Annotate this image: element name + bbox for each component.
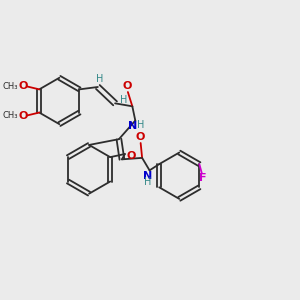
Text: H: H bbox=[144, 177, 152, 187]
Text: N: N bbox=[128, 121, 137, 131]
Text: O: O bbox=[136, 132, 145, 142]
Text: CH₃: CH₃ bbox=[3, 111, 18, 120]
Text: H: H bbox=[120, 95, 127, 105]
Text: O: O bbox=[123, 81, 132, 91]
Text: F: F bbox=[199, 173, 206, 183]
Text: H: H bbox=[137, 120, 144, 130]
Text: O: O bbox=[126, 152, 136, 161]
Text: O: O bbox=[18, 110, 28, 121]
Text: N: N bbox=[143, 171, 153, 181]
Text: CH₃: CH₃ bbox=[3, 82, 18, 91]
Text: O: O bbox=[18, 81, 28, 92]
Text: H: H bbox=[96, 74, 103, 84]
